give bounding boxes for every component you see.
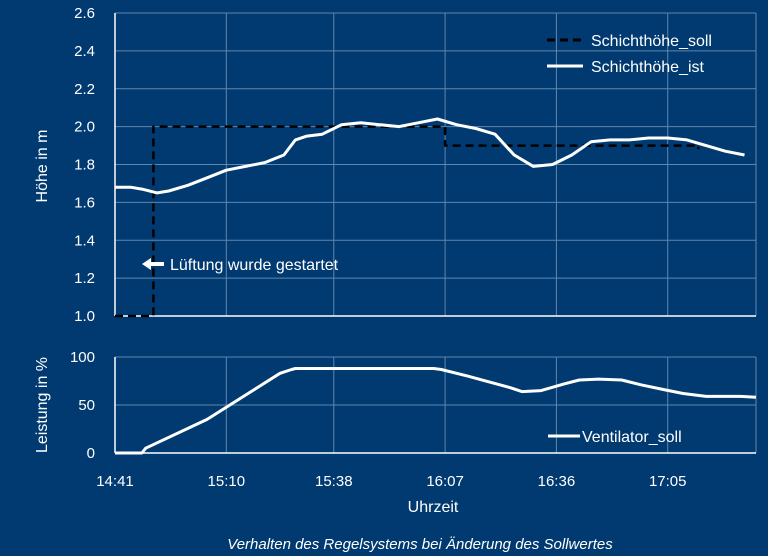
legend-label-ventilator: Ventilator_soll <box>582 429 682 446</box>
top-grid <box>114 12 757 317</box>
top-y-tick-label: 1.2 <box>74 270 95 287</box>
top-y-tick-label: 1.6 <box>74 194 95 211</box>
top-y-ticks: 1.0 1.2 1.4 1.6 1.8 2.0 2.2 2.4 2.6 <box>74 5 95 325</box>
x-axis-title: Uhrzeit <box>408 499 459 516</box>
annotation-text: Lüftung wurde gestartet <box>170 257 339 274</box>
top-chart: 1.0 1.2 1.4 1.6 1.8 2.0 2.2 2.4 2.6 Höhe in m Lü… <box>34 5 757 325</box>
top-y-axis-title: Höhe in m <box>34 130 51 203</box>
top-y-tick-label: 1.4 <box>74 232 95 249</box>
top-legend: Schichthöhe_soll Schichthöhe_ist <box>547 33 712 76</box>
bottom-series <box>115 367 757 455</box>
legend-label-soll: Schichthöhe_soll <box>591 33 712 50</box>
legend-label-ist: Schichthöhe_ist <box>591 59 705 76</box>
x-tick-label: 16:07 <box>426 473 464 490</box>
bottom-legend: Ventilator_soll <box>548 429 682 446</box>
bottom-y-ticks: 0 50 100 <box>70 349 95 462</box>
x-ticks: 14:41 15:10 15:38 16:07 16:36 17:05 <box>96 473 686 490</box>
bottom-y-axis-title: Leistung in % <box>34 357 51 453</box>
top-y-tick-label: 2.6 <box>74 5 95 22</box>
figure-caption: Verhalten des Regelsystems bei Änderung … <box>227 536 613 553</box>
x-tick-label: 14:41 <box>96 473 134 490</box>
x-tick-label: 16:36 <box>538 473 576 490</box>
top-y-tick-label: 1.0 <box>74 308 95 325</box>
annotation-arrow-icon <box>142 258 151 270</box>
top-series <box>115 117 745 318</box>
x-tick-label: 17:05 <box>649 473 687 490</box>
series-line-schichthoehe-ist <box>115 117 745 195</box>
top-y-tick-label: 2.2 <box>74 81 95 98</box>
bottom-grid <box>114 356 757 454</box>
bottom-y-tick-label: 100 <box>70 349 95 366</box>
top-y-tick-label: 2.0 <box>74 119 95 136</box>
x-tick-label: 15:38 <box>315 473 353 490</box>
top-y-tick-label: 1.8 <box>74 157 95 174</box>
top-y-tick-label: 2.4 <box>74 43 95 60</box>
bottom-y-tick-label: 0 <box>87 445 95 462</box>
startup-annotation: Lüftung wurde gestartet <box>142 257 339 274</box>
bottom-chart: 0 50 100 Leistung in % Ventilator_soll 14:… <box>34 349 757 516</box>
annotation-arrow-shaft <box>150 262 164 266</box>
x-tick-label: 15:10 <box>208 473 246 490</box>
series-line-ventilator-soll <box>115 367 757 455</box>
bottom-y-tick-label: 50 <box>78 397 95 414</box>
